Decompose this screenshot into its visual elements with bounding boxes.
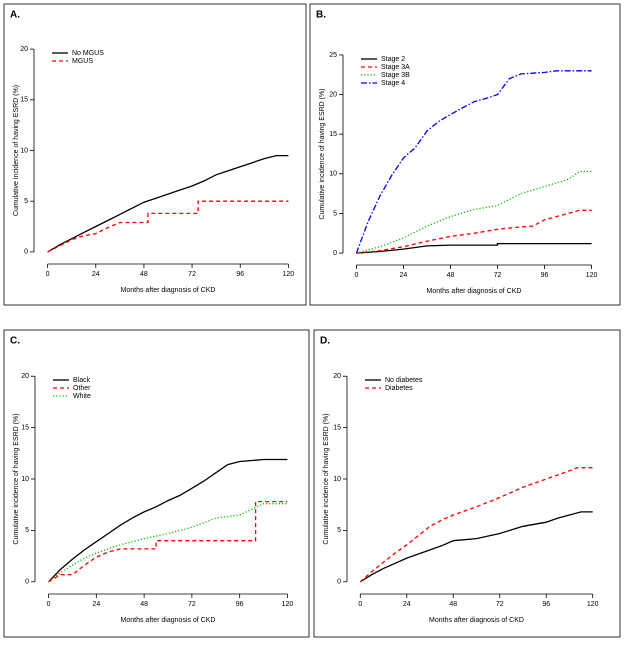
panel-frame xyxy=(3,329,310,638)
panel-frame xyxy=(3,3,307,306)
x-tick-label: 0 xyxy=(354,272,358,279)
curve xyxy=(48,500,288,583)
curve xyxy=(356,242,592,254)
y-tick-label: 0 xyxy=(25,579,29,586)
x-axis-label: Months after diagnosis of CKD xyxy=(429,617,524,624)
legend-label: White xyxy=(73,393,91,400)
y-tick-label: 10 xyxy=(329,171,337,178)
y-tick-label: 10 xyxy=(21,476,29,483)
legend-label: Diabetes xyxy=(385,385,413,392)
panel-label: B. xyxy=(316,10,326,21)
panel-frame xyxy=(309,3,621,306)
x-tick-label: 24 xyxy=(92,271,100,278)
x-tick-label: 72 xyxy=(494,272,502,279)
x-tick-label: 96 xyxy=(541,272,549,279)
curve xyxy=(47,200,289,253)
y-axis-label: Cumulative incidence of having ESRD (%) xyxy=(319,88,326,219)
legend-label: Other xyxy=(73,385,91,392)
y-tick-label: 10 xyxy=(20,147,28,154)
x-tick-label: 72 xyxy=(188,601,196,608)
x-axis-label: Months after diagnosis of CKD xyxy=(121,617,216,624)
y-tick-label: 10 xyxy=(333,476,341,483)
y-axis-label: Cumulative incidence of having ESRD (%) xyxy=(323,413,330,544)
x-tick-label: 120 xyxy=(282,601,294,608)
x-tick-label: 48 xyxy=(140,271,148,278)
y-axis-label: Cumulative incidence of having ESRD (%) xyxy=(13,85,20,216)
y-tick-label: 15 xyxy=(329,131,337,138)
curve xyxy=(48,503,288,583)
x-axis-label: Months after diagnosis of CKD xyxy=(121,287,216,294)
y-tick-label: 5 xyxy=(24,198,28,205)
y-tick-label: 15 xyxy=(333,424,341,431)
y-tick-label: 20 xyxy=(329,91,337,98)
y-axis-label: Cumulative incidence of having ESRD (%) xyxy=(13,413,20,544)
panel-frame xyxy=(313,329,621,638)
x-tick-label: 24 xyxy=(400,272,408,279)
panel-label: C. xyxy=(10,336,20,347)
legend-label: No MGUS xyxy=(72,50,104,57)
x-tick-label: 24 xyxy=(92,601,100,608)
y-tick-label: 20 xyxy=(21,373,29,380)
legend-label: Stage 3B xyxy=(381,72,410,79)
x-tick-label: 96 xyxy=(542,601,550,608)
y-tick-label: 5 xyxy=(25,527,29,534)
x-tick-label: 0 xyxy=(358,601,362,608)
y-tick-label: 15 xyxy=(21,424,29,431)
y-tick-label: 25 xyxy=(329,52,337,59)
legend-label: Stage 2 xyxy=(381,56,405,63)
y-tick-label: 0 xyxy=(333,250,337,257)
curve xyxy=(359,511,593,583)
panel-label: A. xyxy=(10,10,20,21)
legend-label: Stage 3A xyxy=(381,64,410,71)
y-tick-label: 20 xyxy=(20,46,28,53)
x-tick-label: 120 xyxy=(283,271,295,278)
x-axis-label: Months after diagnosis of CKD xyxy=(427,288,522,295)
x-tick-label: 48 xyxy=(449,601,457,608)
y-tick-label: 0 xyxy=(337,579,341,586)
x-tick-label: 120 xyxy=(586,272,598,279)
y-tick-label: 15 xyxy=(20,97,28,104)
curve xyxy=(356,170,592,254)
curve xyxy=(359,467,593,583)
y-tick-label: 5 xyxy=(337,527,341,534)
legend-label: Black xyxy=(73,377,91,384)
y-tick-label: 5 xyxy=(333,210,337,217)
x-tick-label: 48 xyxy=(140,601,148,608)
curve xyxy=(47,154,289,253)
x-tick-label: 0 xyxy=(46,271,50,278)
x-tick-label: 96 xyxy=(236,271,244,278)
y-tick-label: 20 xyxy=(333,373,341,380)
panel-label: D. xyxy=(320,336,330,347)
x-tick-label: 48 xyxy=(447,272,455,279)
legend-label: No diabetes xyxy=(385,377,423,384)
legend-label: Stage 4 xyxy=(381,80,405,87)
x-tick-label: 96 xyxy=(236,601,244,608)
x-tick-label: 72 xyxy=(496,601,504,608)
curve xyxy=(48,458,288,583)
x-tick-label: 0 xyxy=(47,601,51,608)
curve xyxy=(355,70,592,254)
x-tick-label: 72 xyxy=(188,271,196,278)
x-tick-label: 120 xyxy=(587,601,599,608)
legend-label: MGUS xyxy=(72,58,93,65)
curve xyxy=(356,209,592,254)
y-tick-label: 0 xyxy=(24,249,28,256)
x-tick-label: 24 xyxy=(403,601,411,608)
